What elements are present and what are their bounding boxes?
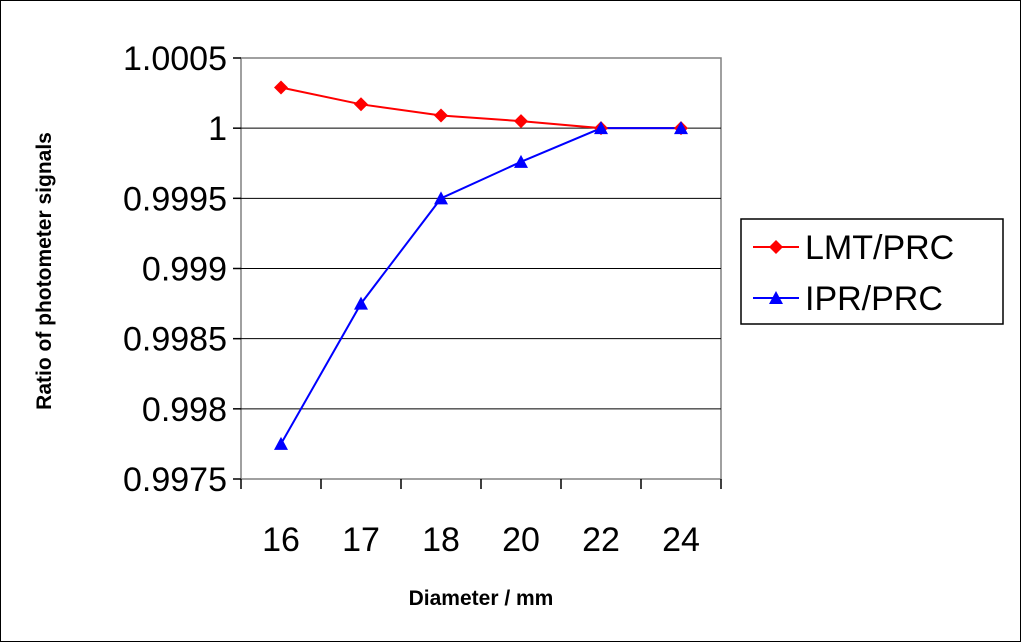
legend-marker-lmt-prc xyxy=(769,240,783,254)
x-tick-label-4: 22 xyxy=(582,521,620,559)
series-lines xyxy=(280,86,681,445)
data-point-ipr-prc-5 xyxy=(674,121,688,135)
y-tick-label-5: 1 xyxy=(208,110,227,148)
x-tick-label-2: 18 xyxy=(422,521,460,559)
x-tick-label-0: 16 xyxy=(262,521,300,559)
x-tick-label-3: 20 xyxy=(502,521,540,559)
x-axis-title: Diameter / mm xyxy=(409,587,554,610)
x-tick-label-5: 24 xyxy=(662,521,700,559)
x-axis-tick-labels: 16 17 18 20 22 24 xyxy=(262,521,700,559)
y-tick-label-6: 1.0005 xyxy=(123,40,227,78)
legend-label-ipr-prc: IPR/PRC xyxy=(805,280,943,318)
data-point-lmt-prc-3 xyxy=(514,114,528,129)
data-point-lmt-prc-2 xyxy=(434,108,448,123)
data-point-lmt-prc-0 xyxy=(274,80,288,95)
y-tick-label-1: 0.998 xyxy=(142,391,227,429)
series-line-ipr-prc xyxy=(280,127,681,445)
grid-lines xyxy=(233,57,721,480)
data-point-lmt-prc-1 xyxy=(354,97,368,112)
series-markers xyxy=(274,80,688,450)
y-tick-label-0: 0.9975 xyxy=(123,461,227,499)
data-point-ipr-prc-4 xyxy=(594,121,608,135)
data-point-ipr-prc-2 xyxy=(434,191,448,205)
legend: LMT/PRC IPR/PRC xyxy=(740,218,1004,325)
y-tick-label-4: 0.9995 xyxy=(123,180,227,218)
data-point-ipr-prc-0 xyxy=(274,436,288,450)
legend-label-lmt-prc: LMT/PRC xyxy=(805,229,954,267)
legend-box xyxy=(740,218,1004,325)
x-axis-ticks xyxy=(240,479,722,489)
data-point-ipr-prc-3 xyxy=(514,154,528,168)
legend-marker-ipr-prc xyxy=(769,291,783,304)
data-point-ipr-prc-1 xyxy=(354,296,368,310)
y-axis-title: Ratio of photometer signals xyxy=(33,132,56,410)
y-tick-label-2: 0.9985 xyxy=(123,321,227,359)
y-axis-tick-labels: 0.9975 0.998 0.9985 0.999 0.9995 1 1.0005 xyxy=(123,40,227,499)
x-tick-label-1: 17 xyxy=(342,521,380,559)
y-tick-label-3: 0.999 xyxy=(142,251,227,289)
